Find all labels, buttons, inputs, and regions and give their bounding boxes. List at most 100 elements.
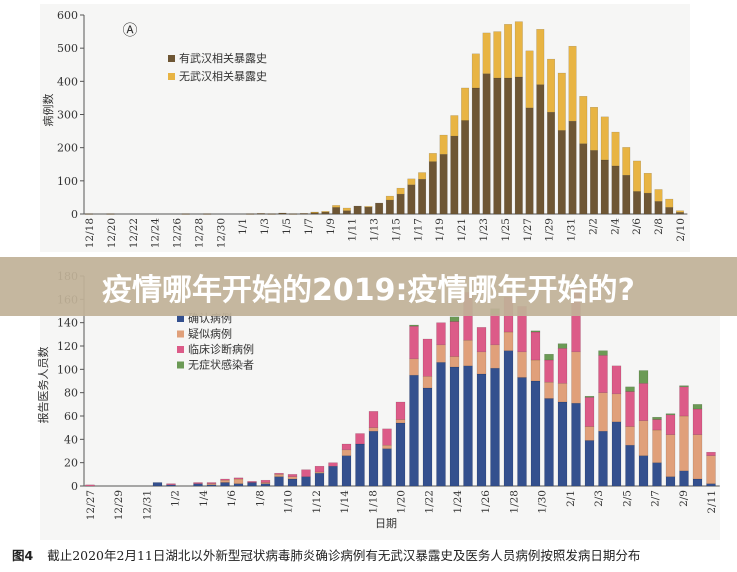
bar-segment-1-7-s2 xyxy=(233,477,244,480)
bar-segment-2-10-s2 xyxy=(692,408,703,435)
bar-segment-1-22-s0 xyxy=(436,362,446,487)
bar-segment-1-23-s0 xyxy=(449,366,460,487)
x-tick-label: 1/11 xyxy=(347,218,359,242)
bar-segment-2-2-s2 xyxy=(584,397,595,427)
bar-segment-1-27-s0 xyxy=(514,76,523,215)
bar-segment-1-15-s2 xyxy=(341,443,352,451)
bar-segment-1-19-s0 xyxy=(395,422,406,487)
bar-segment-1-23-s2 xyxy=(449,321,460,357)
bar-segment-1-21-s0 xyxy=(422,387,433,487)
x-tick-label: 1/13 xyxy=(369,218,381,242)
x-tick-label: 12/20 xyxy=(106,218,118,248)
bar-segment-1-30-s3 xyxy=(544,353,554,361)
x-tick-label: 1/24 xyxy=(452,490,464,514)
bar-segment-1-8-s0 xyxy=(247,482,257,487)
bar-segment-2-2-s1 xyxy=(584,426,595,441)
bar-segment-1-18-s0 xyxy=(418,178,427,215)
bar-segment-2-4-s0 xyxy=(600,159,609,215)
bar-segment-1-16-s0 xyxy=(355,443,365,487)
x-tick-label: 1/23 xyxy=(478,218,490,242)
bar-segment-1-23-s1 xyxy=(449,356,460,368)
x-tick-label: 2/3 xyxy=(593,490,605,507)
bar-segment-2-11-s0 xyxy=(676,212,684,215)
bar-segment-1-21-s1 xyxy=(422,376,433,389)
bar-segment-2-5-s1 xyxy=(611,131,620,167)
bar-segment-1-9-s0 xyxy=(260,483,271,487)
bar-segment-1-12-s2 xyxy=(301,469,311,477)
bar-segment-1-2-s2 xyxy=(166,483,176,486)
bar-segment-1-28-s0 xyxy=(525,107,534,215)
bar-segment-2-5-s1 xyxy=(625,426,635,446)
bar-segment-12-29-s0 xyxy=(203,213,212,215)
bar-segment-1-13-s0 xyxy=(364,206,373,215)
bar-segment-1-12-s0 xyxy=(353,205,362,215)
bar-segment-1-23-s0 xyxy=(471,87,480,215)
bar-segment-2-1-s0 xyxy=(568,120,577,215)
bar-segment-1-24-s1 xyxy=(463,339,473,367)
x-tick-label: 1/19 xyxy=(434,218,446,242)
y-tick-label: 0 xyxy=(71,480,78,493)
bar-segment-2-11-s2 xyxy=(706,451,716,456)
y-tick-label: 20 xyxy=(64,457,78,470)
bar-segment-2-7-s0 xyxy=(652,462,662,487)
bar-segment-2-8-s1 xyxy=(665,434,676,477)
bar-segment-1-8-s1 xyxy=(310,211,319,214)
bar-segment-1-30-s1 xyxy=(544,381,554,399)
bar-segment-1-9-s2 xyxy=(260,479,271,483)
bar-segment-1-3-s0 xyxy=(256,213,265,215)
y-tick-label: 60 xyxy=(64,410,78,423)
caption-text: 截止2020年2月11日湖北以外新型冠状病毒肺炎确诊病例有无武汉暴露史及医务人员… xyxy=(47,548,641,563)
y-tick-label: 120 xyxy=(57,340,78,353)
bar-segment-1-22-s1 xyxy=(461,87,470,121)
bar-segment-1-19-s1 xyxy=(428,153,437,162)
bar-segment-2-8-s0 xyxy=(643,192,652,215)
bar-segment-1-21-s1 xyxy=(450,115,459,137)
bar-segment-1-1-s0 xyxy=(152,482,163,487)
y-tick-label: 100 xyxy=(57,175,78,188)
bar-segment-2-2-s1 xyxy=(579,96,588,144)
bar-segment-1-4-s2 xyxy=(193,482,203,484)
x-tick-label: 1/21 xyxy=(456,218,468,242)
bar-segment-2-3-s0 xyxy=(598,430,608,487)
bar-segment-2-3-s1 xyxy=(598,392,608,432)
x-tick-label: 1/28 xyxy=(508,490,520,514)
bar-segment-1-5-s2 xyxy=(206,482,217,484)
bar-segment-2-7-s2 xyxy=(652,419,662,431)
bar-segment-1-6-s1 xyxy=(220,479,230,483)
bar-segment-2-4-s0 xyxy=(611,421,622,487)
x-tick-label: 1/2 xyxy=(170,490,182,507)
x-tick-label: 2/5 xyxy=(621,490,633,507)
x-tick-label: 1/17 xyxy=(412,218,424,242)
bar-segment-1-17-s0 xyxy=(407,184,416,215)
x-tick-label: 1/29 xyxy=(544,218,556,242)
bar-segment-2-9-s0 xyxy=(654,201,663,215)
bar-segment-1-20-s1 xyxy=(409,358,419,376)
bar-segment-1-15-s1 xyxy=(385,195,394,201)
legend-label-2: 临床诊断病例 xyxy=(188,342,254,356)
bar-segment-2-6-s2 xyxy=(638,383,649,421)
bar-segment-1-6-s0 xyxy=(220,482,230,487)
bar-segment-2-2-s0 xyxy=(584,440,595,487)
legend-swatch-3 xyxy=(177,361,184,369)
bar-segment-2-7-s0 xyxy=(633,191,641,215)
x-tick-label: 1/27 xyxy=(522,218,534,242)
bar-segment-1-19-s2 xyxy=(395,401,406,420)
banner-title: 疫情哪年开始的2019:疫情哪年开始的? xyxy=(102,272,635,308)
x-tick-label: 2/2 xyxy=(587,218,599,235)
bar-segment-1-17-s2 xyxy=(368,411,379,428)
bar-segment-2-3-s3 xyxy=(598,350,608,356)
bar-segment-1-20-s2 xyxy=(409,325,419,360)
bar-segment-12-18-s0 xyxy=(85,213,93,215)
bar-segment-2-5-s0 xyxy=(611,165,620,215)
bar-segment-1-13-s1 xyxy=(364,206,373,208)
bar-segment-1-30-s0 xyxy=(547,111,556,215)
bar-segment-1-28-s1 xyxy=(517,351,527,378)
bar-segment-1-26-s1 xyxy=(504,24,513,79)
bar-segment-2-8-s0 xyxy=(665,476,676,487)
bar-segment-1-5-s0 xyxy=(206,484,217,487)
bar-segment-1-22-s0 xyxy=(461,120,470,215)
legend-swatch-2 xyxy=(177,346,184,353)
bar-segment-1-16-s0 xyxy=(396,193,405,215)
bar-segment-1-10-s0 xyxy=(332,207,341,215)
